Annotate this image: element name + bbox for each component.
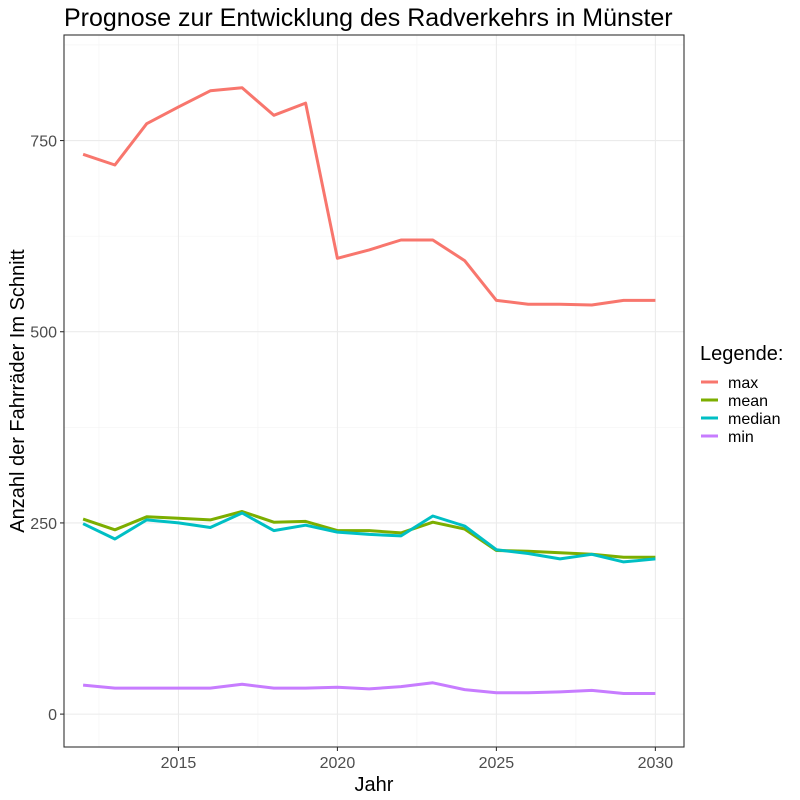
minor-grid-y bbox=[64, 44, 684, 619]
x-tick-label: 2020 bbox=[320, 755, 356, 772]
y-axis-title: Anzahl der Fahrräder Im Schnitt bbox=[7, 249, 29, 533]
series-line-median bbox=[82, 511, 656, 564]
y-tick-label: 0 bbox=[48, 707, 57, 724]
minor-grid-x bbox=[98, 35, 577, 747]
chart-title: Prognose zur Entwicklung des Radverkehrs… bbox=[64, 4, 673, 32]
legend-item-min: min bbox=[701, 429, 754, 446]
y-axis-ticks: 0 250 500 750 bbox=[30, 134, 64, 724]
y-tick-label: 250 bbox=[30, 516, 57, 533]
panel-border bbox=[63, 34, 685, 748]
series-line-max bbox=[82, 86, 656, 307]
x-tick-label: 2025 bbox=[479, 755, 515, 772]
legend-item-mean: mean bbox=[701, 393, 768, 410]
legend-label-max: max bbox=[728, 375, 758, 392]
legend-item-median: median bbox=[701, 411, 780, 428]
y-tick-label: 750 bbox=[30, 134, 57, 151]
panel-background bbox=[64, 35, 684, 747]
legend-label-mean: mean bbox=[728, 393, 768, 410]
legend-title: Legende: bbox=[700, 343, 783, 365]
series-lines bbox=[82, 86, 656, 695]
series-line-min bbox=[82, 681, 656, 695]
x-axis-title: Jahr bbox=[355, 774, 394, 796]
legend-label-median: median bbox=[728, 411, 780, 428]
legend-label-min: min bbox=[728, 429, 754, 446]
x-tick-label: 2030 bbox=[638, 755, 674, 772]
x-axis-ticks: 2015 2020 2025 2030 bbox=[161, 747, 674, 772]
series-line-mean bbox=[82, 510, 656, 559]
legend-item-max: max bbox=[701, 375, 758, 392]
y-tick-label: 500 bbox=[30, 325, 57, 342]
x-tick-label: 2015 bbox=[161, 755, 197, 772]
major-grid-x bbox=[177, 35, 656, 747]
plot-panel bbox=[63, 34, 685, 748]
